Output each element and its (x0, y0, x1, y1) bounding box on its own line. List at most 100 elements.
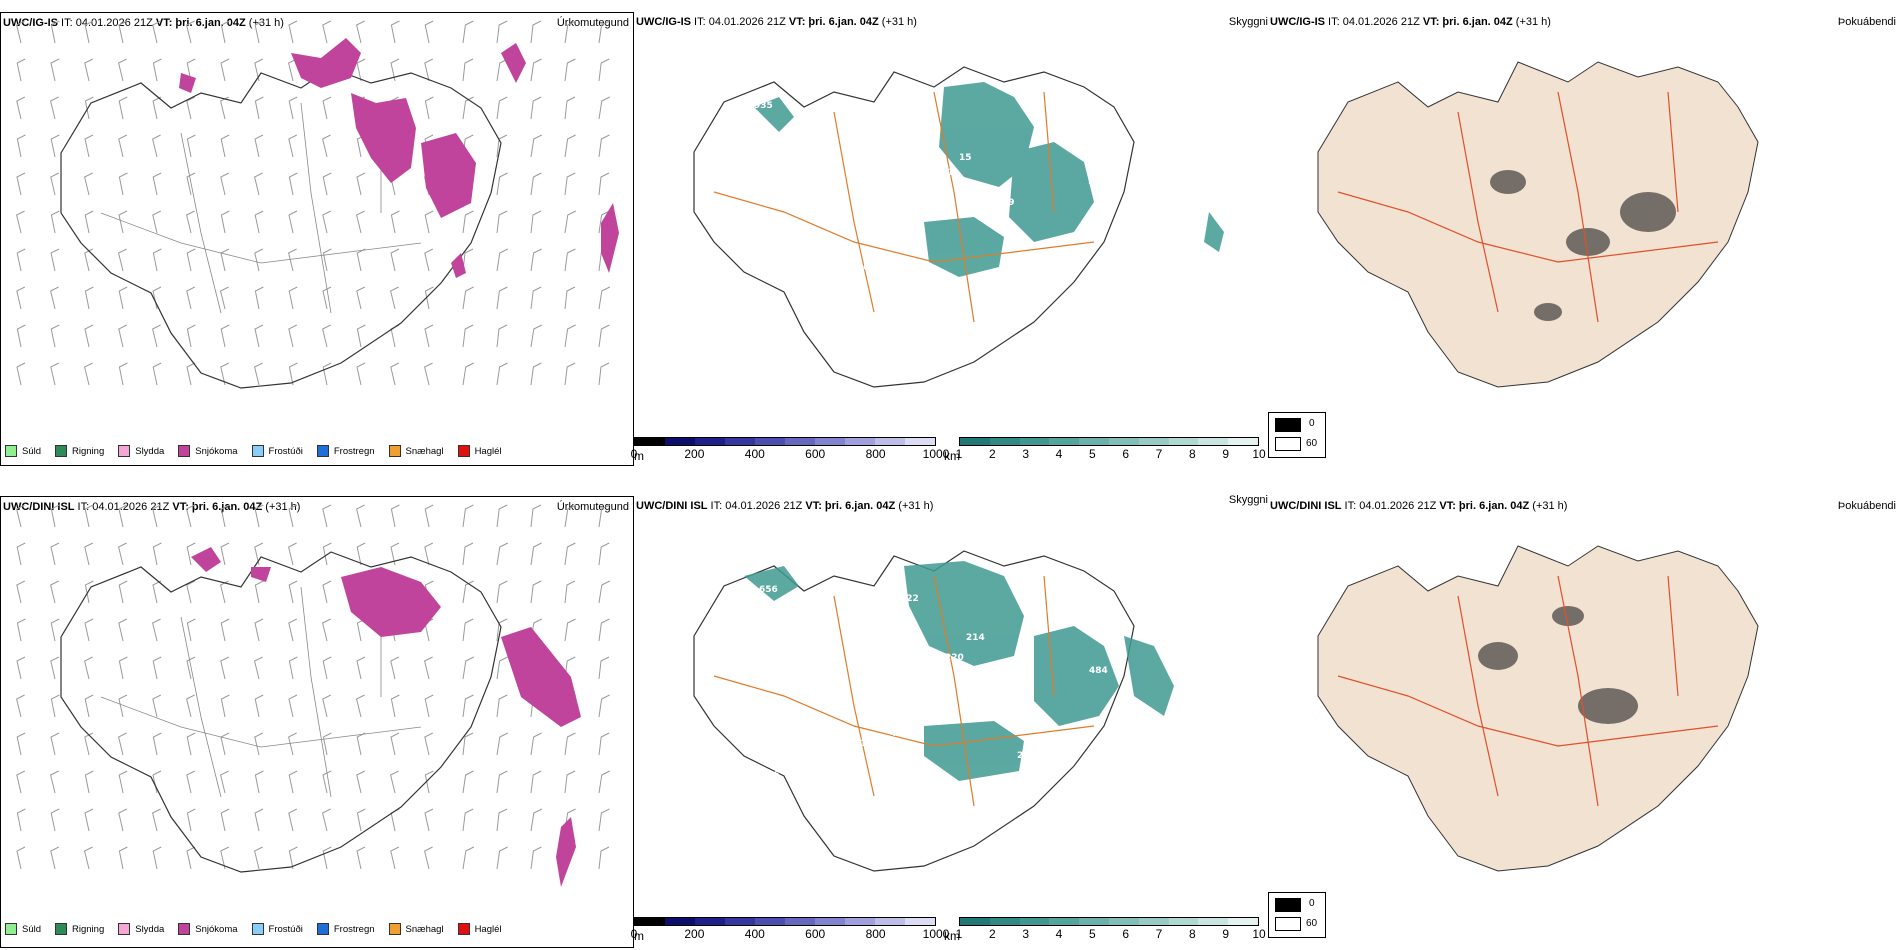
roads (713, 575, 1095, 807)
wind-barb (598, 808, 610, 832)
wind-barb (356, 20, 365, 44)
wind-barb (16, 580, 26, 604)
wind-barb (254, 504, 264, 528)
legend-item-snjokoma: Snjókoma (178, 445, 238, 457)
wind-barb (462, 96, 474, 120)
cloudbase-colorbar: 0 200 400 600 800 1000 (631, 917, 949, 941)
visibility-unit: km (944, 449, 960, 463)
wind-barb (496, 542, 509, 566)
wind-barb (152, 172, 162, 196)
fog-roads (1337, 575, 1719, 807)
colorbar-segment (815, 438, 845, 445)
wind-barb (254, 618, 264, 642)
cloud-base-value: 24 (1053, 121, 1066, 131)
wind-barb (84, 770, 94, 794)
wind-barb (118, 542, 127, 566)
wind-barb (496, 580, 508, 604)
colorbar-segment (1108, 438, 1139, 445)
wind-barb (50, 732, 60, 756)
cloud-base-value: 214 (966, 633, 985, 643)
visibility-bar (959, 437, 1259, 446)
wind-barb (118, 770, 128, 794)
colorbar-segment (989, 918, 1020, 925)
wind-barb (496, 210, 508, 234)
legend-item-frostregn: Frostregn (316, 445, 375, 457)
wind-barb (84, 732, 94, 756)
wind-barb (288, 542, 297, 566)
wind-barb (254, 362, 263, 386)
cloud-panel-bottom: UWC/DINI ISL IT: 04.01.2026 21Z VT: þri.… (631, 494, 1268, 948)
wind-barb (50, 172, 60, 196)
cloud-base-value: 264 (937, 778, 956, 788)
colorbar-segment (1019, 438, 1050, 445)
wind-barb (50, 58, 60, 82)
colorbar-tick-label: 6 (1122, 927, 1129, 941)
wind-barb (16, 286, 26, 310)
wind-barb (254, 172, 263, 196)
fog-roads (1337, 91, 1719, 323)
wind-barb (462, 210, 474, 234)
legend-item-slydda: Slydda (118, 923, 164, 935)
wind-barb (424, 504, 434, 528)
wind-barb (220, 248, 230, 272)
colorbar-segment (1019, 918, 1050, 925)
wind-barb (530, 846, 542, 870)
wind-barb (84, 504, 94, 528)
wind-barb (356, 542, 366, 566)
wind-barb (288, 808, 298, 832)
colorbar-segment (1138, 918, 1169, 925)
wind-barb (84, 542, 94, 566)
wind-barb (322, 324, 331, 348)
wind-barb (462, 732, 474, 756)
visibility-ticks: 1 2 3 4 5 6 7 8 9 10 (956, 446, 1266, 461)
wind-barb (390, 732, 400, 756)
wind-barb (16, 134, 26, 158)
wind-barb (16, 362, 26, 386)
iceland-land (1317, 545, 1759, 872)
colorbar-segment (1108, 918, 1139, 925)
wind-barb (322, 248, 332, 272)
colorbar-tick-label: 3 (1022, 927, 1029, 941)
wind-barb (356, 504, 365, 528)
wind-barb (254, 96, 264, 120)
cloud-base-value: 345 (783, 150, 802, 160)
legend-item-rigning: Rigning (55, 923, 104, 935)
wind-barb (598, 20, 610, 44)
colorbar-tick-label: 10 (1252, 927, 1266, 941)
header-igis-cloud: UWC/IG-IS IT: 04.01.2026 21Z VT: þri. 6.… (636, 16, 917, 28)
wind-barb (564, 504, 577, 528)
wind-barb (462, 770, 474, 794)
wind-barb (356, 694, 365, 718)
wind-barb (50, 504, 60, 528)
fog-panel-title: Þokuábendi (1837, 16, 1896, 28)
cloudbase-bar (634, 437, 936, 446)
wind-barb (220, 732, 230, 756)
wind-barb (356, 210, 365, 234)
fog-panel-bottom: UWC/DINI ISL IT: 04.01.2026 21Z VT: þri.… (1268, 496, 1900, 948)
wind-barb (462, 324, 474, 348)
wind-barb (598, 58, 610, 82)
cloud-areas (744, 561, 1174, 781)
colorbar-tick-label: 2 (988, 927, 996, 941)
wind-barb (254, 656, 263, 680)
cloud-base-value: 25 (1041, 252, 1054, 262)
wind-barb (220, 580, 229, 604)
wind-barb (322, 172, 332, 196)
wind-barb (288, 134, 298, 158)
wind-barb (322, 20, 332, 44)
fog-map-bottom (1317, 545, 1759, 872)
cloud-base-value: 391 (935, 168, 954, 178)
wind-barb (50, 96, 59, 120)
wind-barb (16, 96, 26, 120)
wind-barb (424, 656, 433, 680)
wind-barb (530, 210, 542, 234)
wind-barb (152, 58, 162, 82)
wind-barb (254, 846, 263, 870)
wind-barb (152, 656, 162, 680)
wind-barb (462, 808, 474, 832)
wind-barb (598, 324, 610, 348)
wind-barb (564, 542, 576, 566)
wind-barb (186, 248, 196, 272)
colorbar-tick-label: 600 (805, 447, 826, 461)
wind-barb (564, 286, 576, 310)
